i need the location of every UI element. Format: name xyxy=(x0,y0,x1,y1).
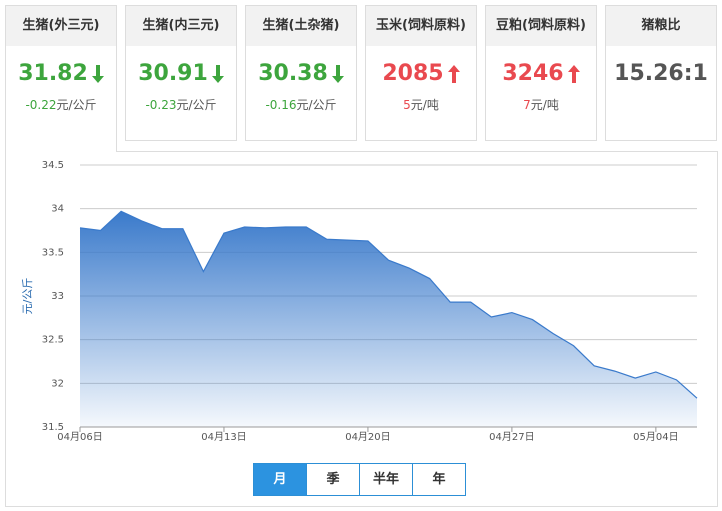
card-title: 猪粮比 xyxy=(606,6,716,46)
y-tick-label: 32.5 xyxy=(42,335,64,346)
change-value: -0.16 xyxy=(265,98,297,112)
y-tick-label: 32 xyxy=(51,378,64,389)
card-change: 7元/吨 xyxy=(486,96,596,113)
change-value: 7 xyxy=(523,98,531,112)
area xyxy=(80,211,697,427)
trend-arrow xyxy=(211,65,224,83)
card: 玉米(饲料原料) 2085 5元/吨 xyxy=(365,5,477,141)
tab[interactable]: 年 xyxy=(412,464,465,495)
change-value: 5 xyxy=(403,98,411,112)
y-tick-label: 34 xyxy=(51,204,64,215)
change-unit: 元/公斤 xyxy=(56,98,97,112)
value-text: 30.38 xyxy=(258,61,328,86)
change-unit: 元/吨 xyxy=(530,98,559,112)
y-axis-label: 元/公斤 xyxy=(21,278,34,315)
y-tick-label: 34.5 xyxy=(42,160,64,171)
value-text: 30.91 xyxy=(138,61,208,86)
y-tick-label: 33 xyxy=(51,291,64,302)
value-text: 15.26:1 xyxy=(614,61,708,86)
card-change: 5元/吨 xyxy=(366,96,476,113)
tab[interactable]: 季 xyxy=(306,464,359,495)
card-title: 豆粕(饲料原料) xyxy=(486,6,596,46)
trend-arrow xyxy=(567,65,580,83)
card-value: 15.26:1 xyxy=(606,60,716,88)
tab[interactable]: 半年 xyxy=(359,464,412,495)
card-title: 生猪(内三元) xyxy=(126,6,236,46)
x-tick-label: 04月20日 xyxy=(345,431,390,443)
change-unit: 元/吨 xyxy=(410,98,439,112)
value-text: 2085 xyxy=(382,61,444,86)
tabs: 月季半年年 xyxy=(253,463,466,496)
card-change: -0.22元/公斤 xyxy=(6,96,116,113)
trend-arrow xyxy=(91,65,104,83)
card-change: -0.16元/公斤 xyxy=(246,96,356,113)
card: 生猪(土杂猪) 30.38 -0.16元/公斤 xyxy=(245,5,357,141)
arrow-shape xyxy=(91,65,104,83)
chart-panel xyxy=(5,151,718,507)
change-value: -0.23 xyxy=(145,98,177,112)
card-value: 31.82 xyxy=(6,60,116,88)
arrow-shape xyxy=(447,65,460,83)
change-value: -0.22 xyxy=(25,98,57,112)
x-tick-label: 05月04日 xyxy=(633,431,678,443)
card: 猪粮比 15.26:1 xyxy=(605,5,717,141)
tab[interactable]: 月 xyxy=(254,464,306,495)
change-unit: 元/公斤 xyxy=(176,98,217,112)
arrow-shape xyxy=(211,65,224,83)
y-tick-label: 31.5 xyxy=(42,422,64,433)
card-title: 生猪(土杂猪) xyxy=(246,6,356,46)
value-text: 31.82 xyxy=(18,61,88,86)
card-value: 2085 xyxy=(366,60,476,88)
card-value: 30.91 xyxy=(126,60,236,88)
y-tick-label: 33.5 xyxy=(42,247,64,258)
arrow-shape xyxy=(331,65,344,83)
line xyxy=(79,210,698,399)
trend-arrow xyxy=(331,65,344,83)
card: 豆粕(饲料原料) 3246 7元/吨 xyxy=(485,5,597,141)
card-title: 玉米(饲料原料) xyxy=(366,6,476,46)
card-value: 3246 xyxy=(486,60,596,88)
change-unit: 元/公斤 xyxy=(296,98,337,112)
x-tick-label: 04月13日 xyxy=(201,431,246,443)
trend-arrow xyxy=(447,65,460,83)
x-tick-label: 04月06日 xyxy=(57,431,102,443)
card-title: 生猪(外三元) xyxy=(6,6,116,46)
card: 生猪(外三元) 31.82 -0.22元/公斤 xyxy=(5,5,117,152)
card: 生猪(内三元) 30.91 -0.23元/公斤 xyxy=(125,5,237,141)
card-value: 30.38 xyxy=(246,60,356,88)
value-text: 3246 xyxy=(502,61,564,86)
x-tick-label: 04月27日 xyxy=(489,431,534,443)
arrow-shape xyxy=(567,65,580,83)
card-change: -0.23元/公斤 xyxy=(126,96,236,113)
